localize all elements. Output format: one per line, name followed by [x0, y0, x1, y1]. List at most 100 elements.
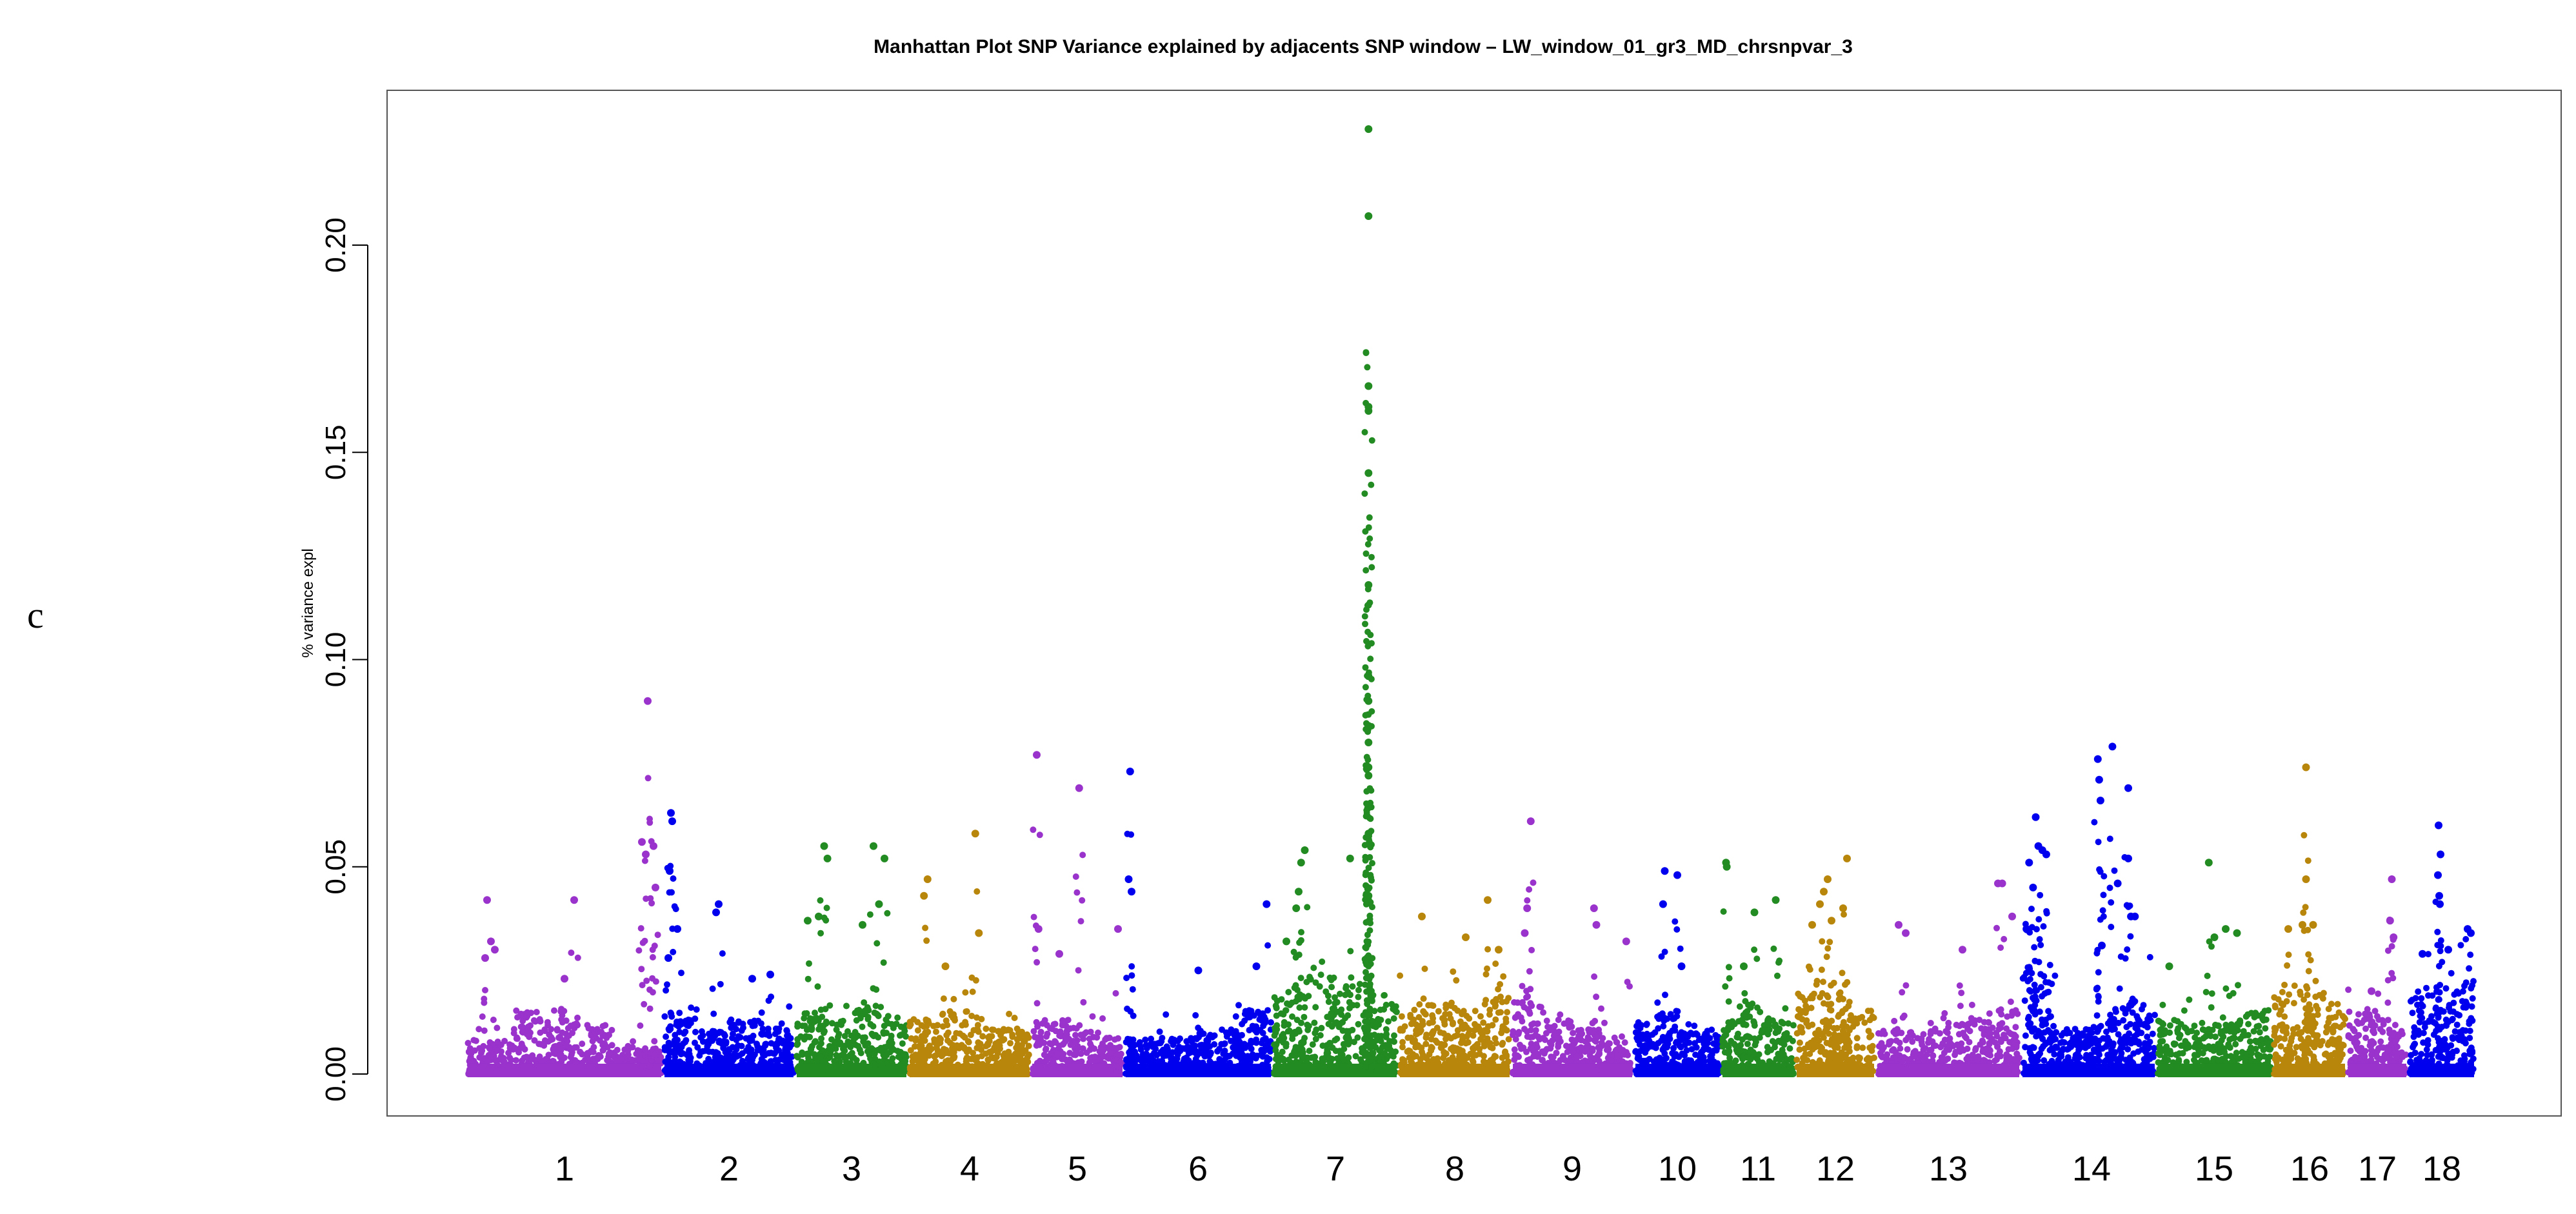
snp-point	[1518, 1045, 1524, 1052]
snp-point	[1037, 1029, 1044, 1036]
snp-point	[1280, 1055, 1287, 1062]
snp-point	[1384, 1045, 1391, 1052]
snp-point	[598, 1029, 605, 1035]
snp-point	[688, 1004, 695, 1011]
snp-point	[944, 1037, 951, 1044]
snp-peak-point	[804, 917, 812, 925]
snp-point	[1375, 1053, 1383, 1060]
snp-point	[828, 1020, 835, 1027]
snp-point	[1232, 1013, 1239, 1020]
snp-point	[557, 1051, 564, 1059]
snp-point	[1725, 1019, 1732, 1026]
snp-point	[674, 1019, 680, 1025]
snp-point	[1146, 1058, 1153, 1065]
snp-point	[938, 1053, 945, 1060]
snp-point	[862, 1064, 868, 1071]
snp-point	[746, 1038, 754, 1044]
snp-point	[1355, 993, 1362, 1000]
snp-point	[1355, 1020, 1362, 1028]
snp-point	[826, 1002, 834, 1009]
snp-point	[1332, 1037, 1339, 1044]
snp-point	[765, 1031, 772, 1039]
snp-point	[1528, 946, 1535, 953]
snp-point	[836, 1040, 843, 1048]
snp-point	[714, 1053, 721, 1060]
snp-point	[1032, 946, 1039, 953]
snp-point	[1435, 1008, 1442, 1015]
snp-point	[1368, 1064, 1375, 1071]
snp-peak-point	[1346, 854, 1354, 862]
snp-peak-point	[644, 697, 652, 705]
snp-point	[988, 1033, 995, 1040]
snp-point	[1317, 971, 1324, 979]
snp-point	[962, 1021, 969, 1028]
snp-point	[1443, 1050, 1450, 1057]
snp-point	[1275, 1037, 1283, 1044]
snp-point	[1306, 1048, 1313, 1055]
snp-point	[794, 1023, 801, 1030]
snp-point	[1769, 1038, 1776, 1045]
snp-point	[1363, 944, 1370, 951]
snp-point	[706, 1048, 713, 1055]
snp-point	[1300, 1039, 1307, 1046]
snp-point	[1077, 1050, 1084, 1057]
y-tick-label: 0.00	[320, 1046, 352, 1102]
snp-point	[1502, 1048, 1509, 1055]
snp-point	[1453, 977, 1460, 984]
snp-point	[1139, 1057, 1146, 1064]
snp-point	[1780, 1051, 1787, 1058]
snp-point	[1619, 1033, 1625, 1040]
snp-point	[901, 1028, 908, 1035]
snp-point	[1672, 918, 1679, 925]
snp-point	[1528, 1002, 1535, 1010]
snp-point	[1499, 1026, 1506, 1033]
snp-point	[1759, 1027, 1766, 1034]
snp-point	[759, 1031, 766, 1038]
chromosome-9-points	[1510, 817, 1634, 1077]
snp-point	[758, 1009, 765, 1016]
snp-point	[475, 1026, 483, 1033]
snp-point	[1524, 1033, 1531, 1040]
snp-point	[1593, 1034, 1601, 1041]
snp-point	[1319, 1042, 1326, 1050]
snp-point	[968, 1055, 975, 1062]
snp-peak-point	[483, 896, 491, 904]
snp-point	[1364, 954, 1370, 961]
snp-point	[501, 1037, 508, 1044]
snp-point	[699, 1032, 706, 1039]
x-tick-label-chr-9: 9	[1563, 1149, 1582, 1188]
snp-point	[1421, 965, 1428, 972]
snp-point	[618, 1056, 625, 1062]
snp-point	[1256, 1016, 1263, 1023]
snp-point	[932, 1058, 939, 1065]
snp-point	[1043, 1022, 1050, 1029]
snp-point	[651, 1038, 658, 1045]
snp-point	[1368, 877, 1375, 884]
snp-point	[1598, 1039, 1605, 1046]
snp-point	[762, 1040, 769, 1048]
snp-point	[654, 931, 661, 939]
snp-point	[1013, 1044, 1020, 1051]
snp-point	[880, 1029, 887, 1036]
snp-point	[834, 1053, 841, 1060]
snp-point	[1054, 1050, 1061, 1057]
snp-point	[1262, 1046, 1269, 1053]
snp-point	[1007, 1040, 1013, 1047]
snp-point	[1477, 1013, 1484, 1020]
snp-point	[572, 1059, 579, 1066]
snp-peak-point	[1462, 933, 1470, 941]
snp-point	[608, 1042, 615, 1049]
snp-point	[648, 1058, 655, 1064]
snp-point	[1782, 1005, 1789, 1012]
snp-point	[1126, 1053, 1133, 1060]
snp-point	[678, 970, 684, 977]
snp-peak-point	[1263, 900, 1271, 908]
snp-point	[1365, 602, 1372, 609]
snp-peak-point	[674, 925, 681, 933]
snp-point	[936, 1035, 943, 1042]
snp-point	[1338, 1006, 1345, 1013]
snp-point	[648, 900, 655, 907]
snp-point	[672, 906, 679, 913]
snp-point	[646, 1062, 654, 1070]
snp-point	[1363, 567, 1370, 574]
